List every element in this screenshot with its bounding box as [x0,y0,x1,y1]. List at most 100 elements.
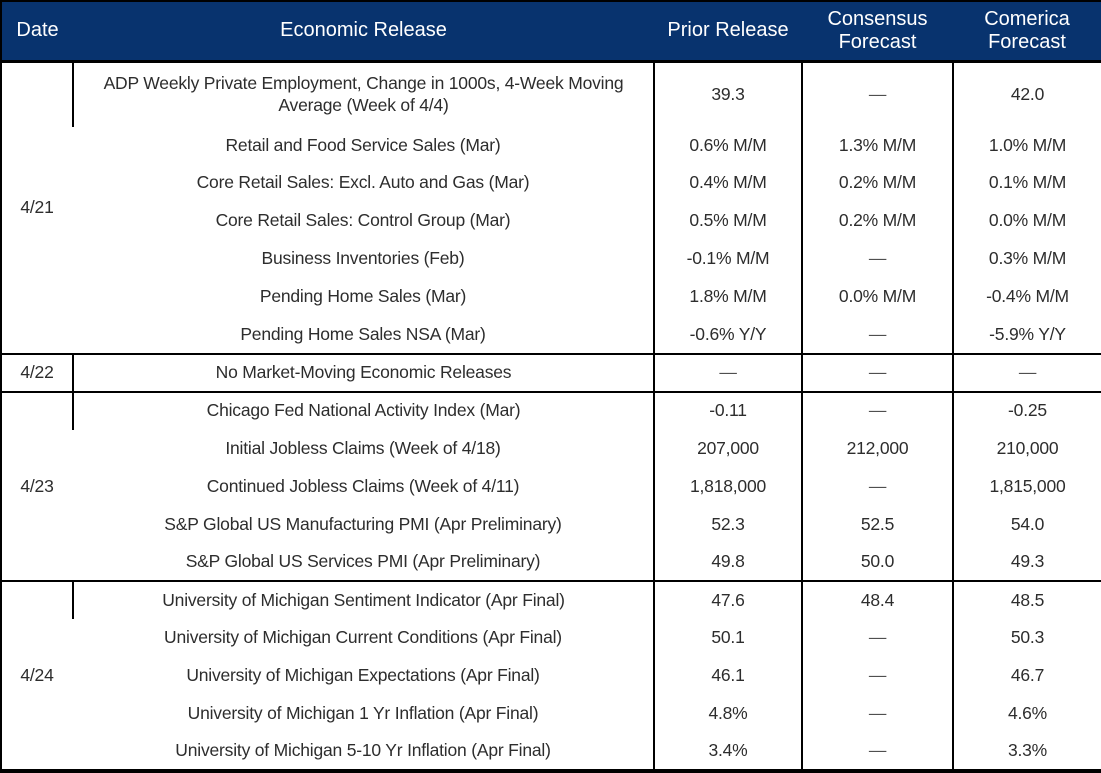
comerica-forecast-cell: 54.0 [952,505,1101,544]
comerica-forecast-cell: -0.25 [952,391,1101,430]
consensus-forecast-cell: — [801,733,953,771]
prior-release-cell: 46.1 [653,657,802,696]
table-row: Pending Home Sales NSA (Mar) -0.6% Y/Y — -5… [1,316,1101,355]
table-row: 4/23 Chicago Fed National Activity Index … [1,391,1101,496]
comerica-forecast-cell: 42.0 [952,61,1101,127]
comerica-forecast-cell: -5.9% Y/Y [952,316,1101,355]
prior-release-cell: -0.11 [653,391,802,430]
table-row: Core Retail Sales: Excl. Auto and Gas (M… [1,164,1101,203]
table-row: Initial Jobless Claims (Week of 4/18) 207… [1,429,1101,468]
consensus-forecast-cell: — [801,354,953,392]
prior-release-cell: 0.5% M/M [653,202,802,241]
consensus-forecast-cell: — [801,240,953,279]
comerica-forecast-cell: — [952,354,1101,392]
table-row: S&P Global US Manufacturing PMI (Apr Pre… [1,505,1101,544]
release-cell: Continued Jobless Claims (Week of 4/11) [206,475,520,496]
release-cell: University of Michigan Sentiment Indicat… [72,581,654,620]
column-header-prior-release: Prior Release [654,1,802,63]
prior-release-cell: 0.6% M/M [653,126,802,165]
consensus-forecast-cell: 48.4 [801,581,953,620]
table-row: Business Inventories (Feb) -0.1% M/M —0.3%… [1,240,1101,279]
prior-release-cell: -0.6% Y/Y [653,316,802,355]
consensus-forecast-cell: — [801,61,953,127]
release-cell: Core Retail Sales: Control Group (Mar) [215,210,511,231]
consensus-forecast-cell: — [801,391,953,430]
date-group: 4/21 ADP Weekly Private Employment, Chang… [1,61,1101,355]
release-cell: No Market-Moving Economic Releases [72,354,654,392]
release-cell: University of Michigan Current Condition… [164,627,562,648]
table-row: University of Michigan 5-10 Yr Inflation… [1,733,1101,771]
column-header-comerica-forecast: Comerica Forecast [953,1,1101,63]
consensus-forecast-cell: 0.2% M/M [801,164,953,203]
date-cell: 4/21 [20,196,54,217]
date-cell: 4/22 [20,362,54,383]
release-cell: Initial Jobless Claims (Week of 4/18) [225,437,501,458]
date-group: 4/24 University of Michigan Sentiment Ind… [1,581,1101,771]
table-header: Date Economic Release Prior Release Cons… [1,1,1101,63]
date-cell: 4/23 [20,475,54,496]
comerica-forecast-cell: 3.3% [952,733,1101,771]
comerica-forecast-cell: 0.0% M/M [952,202,1101,241]
consensus-forecast-cell: — [801,619,953,658]
release-cell: Business Inventories (Feb) [261,248,465,269]
release-cell: ADP Weekly Private Employment, Change in… [72,61,654,127]
consensus-forecast-cell: — [801,695,953,734]
release-cell: Chicago Fed National Activity Index (Mar… [72,391,654,430]
consensus-forecast-cell: 1.3% M/M [801,126,953,165]
comerica-forecast-cell: 46.7 [952,657,1101,696]
table-row: University of Michigan 1 Yr Inflation (A… [1,695,1101,734]
table-row: Core Retail Sales: Control Group (Mar) 0.… [1,202,1101,241]
consensus-forecast-cell: 52.5 [801,505,953,544]
consensus-forecast-cell: 50.0 [801,543,953,582]
prior-release-cell: 1,818,000 [653,467,802,506]
table-row: Retail and Food Service Sales (Mar) 0.6% … [1,126,1101,165]
release-cell: Core Retail Sales: Excl. Auto and Gas (M… [196,172,530,193]
comerica-forecast-cell: 1,815,000 [952,467,1101,506]
comerica-forecast-cell: 210,000 [952,429,1101,468]
prior-release-cell: 3.4% [653,733,802,771]
comerica-forecast-cell: 50.3 [952,619,1101,658]
comerica-forecast-cell: 4.6% [952,695,1101,734]
prior-release-cell: 52.3 [653,505,802,544]
prior-release-cell: 0.4% M/M [653,164,802,203]
table-row: S&P Global US Services PMI (Apr Prelimin… [1,543,1101,582]
table-row: Continued Jobless Claims (Week of 4/11) 1… [1,467,1101,506]
table-row: 4/22 No Market-Moving Economic Releases — —… [1,354,1101,392]
prior-release-cell: 1.8% M/M [653,278,802,317]
table-row: University of Michigan Expectations (Apr… [1,657,1101,696]
date-group: 4/23 Chicago Fed National Activity Index … [1,391,1101,582]
prior-release-cell: 4.8% [653,695,802,734]
table-row: University of Michigan Current Condition… [1,619,1101,658]
date-cell: 4/24 [20,664,54,685]
column-header-date: Date [1,1,73,63]
prior-release-cell: 50.1 [653,619,802,658]
comerica-forecast-cell: -0.4% M/M [952,278,1101,317]
column-header-consensus-forecast: Consensus Forecast [802,1,953,63]
consensus-forecast-cell: 0.2% M/M [801,202,953,241]
consensus-forecast-cell: — [801,316,953,355]
prior-release-cell: -0.1% M/M [653,240,802,279]
release-cell: Pending Home Sales (Mar) [259,286,467,307]
date-group: 4/22 No Market-Moving Economic Releases — —… [1,354,1101,392]
consensus-forecast-cell: 212,000 [801,429,953,468]
table-row: Pending Home Sales (Mar) 1.8% M/M 0.0% M/M… [1,278,1101,317]
header-row: Date Economic Release Prior Release Cons… [1,1,1101,63]
prior-release-cell: 49.8 [653,543,802,582]
release-cell: S&P Global US Manufacturing PMI (Apr Pre… [164,513,562,534]
table-row: 4/24 University of Michigan Sentiment Ind… [1,581,1101,685]
comerica-forecast-cell: 1.0% M/M [952,126,1101,165]
release-cell: S&P Global US Services PMI (Apr Prelimin… [185,551,541,572]
release-cell: University of Michigan 5-10 Yr Inflation… [175,740,551,761]
comerica-forecast-cell: 0.3% M/M [952,240,1101,279]
release-cell: Pending Home Sales NSA (Mar) [240,323,486,344]
release-cell: Retail and Food Service Sales (Mar) [225,134,501,155]
table-row: 4/21 ADP Weekly Private Employment, Chang… [1,61,1101,217]
consensus-forecast-cell: 0.0% M/M [801,278,953,317]
consensus-forecast-cell: — [801,467,953,506]
prior-release-cell: 39.3 [653,61,802,127]
comerica-forecast-cell: 49.3 [952,543,1101,582]
comerica-forecast-cell: 48.5 [952,581,1101,620]
prior-release-cell: 207,000 [653,429,802,468]
